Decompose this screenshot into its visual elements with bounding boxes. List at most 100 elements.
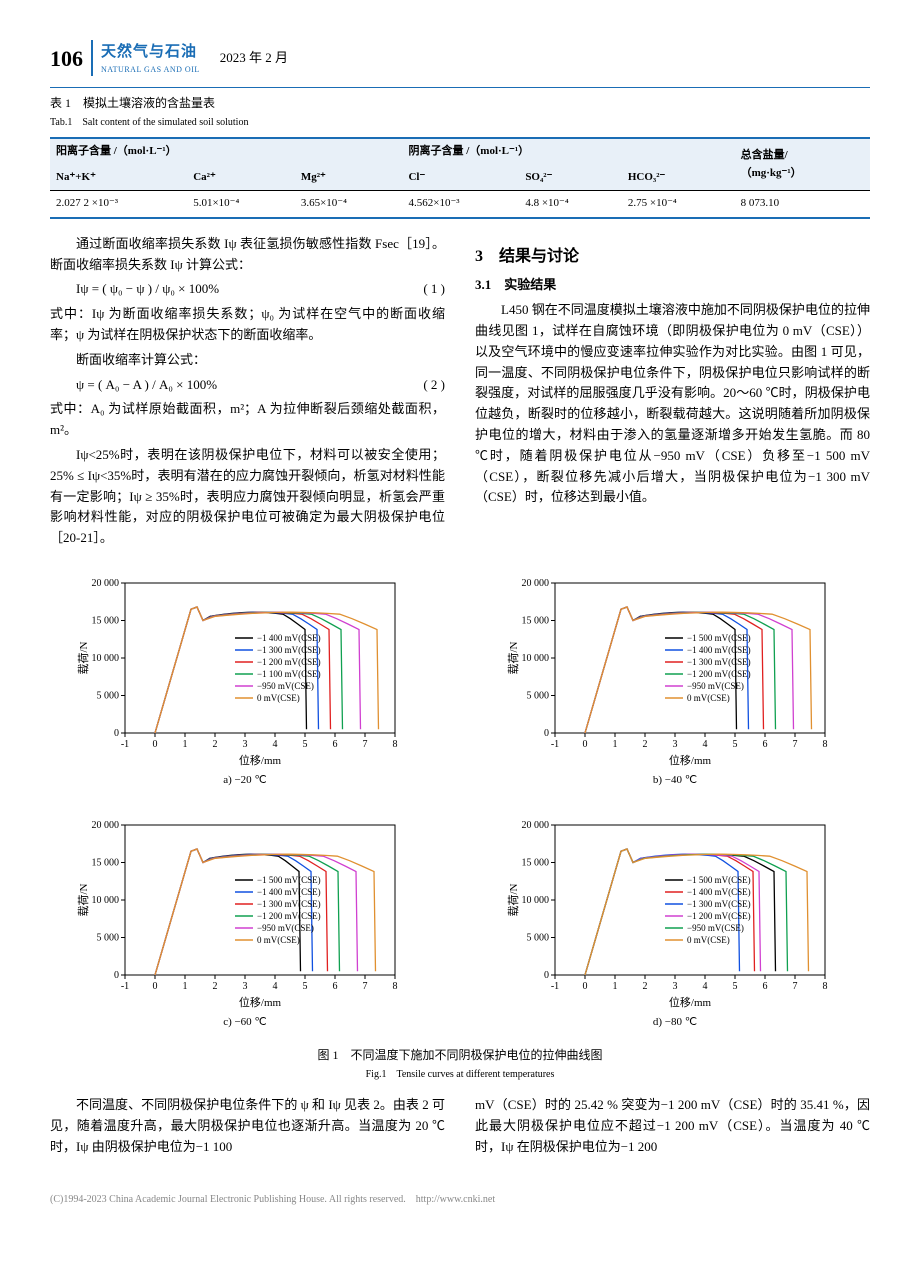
left-p3: 断面收缩率计算公式： [50, 350, 445, 371]
chart-caption-0: a) −20 ℃ [223, 772, 267, 790]
bottom-right: mV（CSE）时的 25.42 % 突变为−1 200 mV（CSE）时的 35… [475, 1095, 870, 1161]
left-column: 通过断面收缩率损失系数 Iψ 表征氢损伤敏感性指数 Fsec［19］。断面收缩率… [50, 234, 445, 553]
svg-text:7: 7 [363, 739, 368, 750]
journal-cn: 天然气与石油 [101, 40, 200, 64]
svg-text:−1 300 mV(CSE): −1 300 mV(CSE) [257, 645, 321, 655]
svg-text:−1 300 mV(CSE): −1 300 mV(CSE) [687, 899, 751, 909]
svg-text:−1 300 mV(CSE): −1 300 mV(CSE) [257, 899, 321, 909]
svg-text:8: 8 [393, 739, 398, 750]
svg-text:−1 400 mV(CSE): −1 400 mV(CSE) [687, 887, 751, 897]
svg-text:5 000: 5 000 [527, 932, 550, 943]
chart-caption-1: b) −40 ℃ [653, 772, 697, 790]
svg-text:位移/mm: 位移/mm [669, 753, 712, 767]
svg-text:0 mV(CSE): 0 mV(CSE) [687, 693, 730, 703]
table1-title-cn: 表 1 模拟土壤溶液的含盐量表 [50, 94, 870, 113]
table1: 阳离子含量 /（mol·L⁻¹） 阴离子含量 /（mol·L⁻¹） 总含盐量/ … [50, 137, 870, 219]
svg-text:1: 1 [613, 981, 618, 992]
svg-text:6: 6 [763, 739, 768, 750]
fig1-caption-cn: 图 1 不同温度下施加不同阴极保护电位的拉伸曲线图 [50, 1046, 870, 1065]
chart-caption-2: c) −60 ℃ [223, 1014, 267, 1032]
td-4: 4.8 ×10⁻⁴ [519, 191, 622, 218]
issue-date: 2023 年 2 月 [220, 48, 288, 69]
th-c4: SO₄²⁻ [519, 165, 622, 191]
svg-text:15 000: 15 000 [522, 615, 550, 626]
fig1-caption-en: Fig.1 Tensile curves at different temper… [50, 1067, 870, 1083]
svg-text:7: 7 [793, 739, 798, 750]
svg-text:0: 0 [153, 739, 158, 750]
svg-text:−1 400 mV(CSE): −1 400 mV(CSE) [257, 887, 321, 897]
td-1: 5.01×10⁻⁴ [187, 191, 295, 218]
chart-panel-0: 05 00010 00015 00020 000-1012345678位移/mm… [75, 568, 415, 768]
svg-text:8: 8 [823, 981, 828, 992]
svg-text:2: 2 [213, 739, 218, 750]
header-rule [50, 87, 870, 88]
bottom-columns: 不同温度、不同阴极保护电位条件下的 ψ 和 Iψ 见表 2。由表 2 可见，随着… [50, 1095, 870, 1161]
th-anion: 阴离子含量 /（mol·L⁻¹） [402, 138, 734, 165]
right-column: 3 结果与讨论 3.1 实验结果 L450 钢在不同温度模拟土壤溶液中施加不同阴… [475, 234, 870, 553]
svg-text:−1 100 mV(CSE): −1 100 mV(CSE) [257, 669, 321, 679]
th-total: 总含盐量/ （mg·kg⁻¹） [735, 138, 870, 191]
svg-text:15 000: 15 000 [522, 857, 550, 868]
svg-text:0: 0 [583, 981, 588, 992]
svg-text:5 000: 5 000 [97, 932, 120, 943]
th-total-l1: 总含盐量/ [741, 149, 788, 161]
svg-text:−950 mV(CSE): −950 mV(CSE) [687, 923, 744, 933]
td-5: 2.75 ×10⁻⁴ [622, 191, 735, 218]
td-0: 2.027 2 ×10⁻³ [50, 191, 187, 218]
chart-caption-3: d) −80 ℃ [653, 1014, 697, 1032]
svg-text:−950 mV(CSE): −950 mV(CSE) [257, 923, 314, 933]
td-2: 3.65×10⁻⁴ [295, 191, 403, 218]
svg-text:0: 0 [583, 739, 588, 750]
svg-text:−1 500 mV(CSE): −1 500 mV(CSE) [687, 633, 751, 643]
svg-text:载荷/N: 载荷/N [77, 641, 90, 674]
header-bar [91, 40, 93, 76]
svg-text:−950 mV(CSE): −950 mV(CSE) [257, 681, 314, 691]
footer-note: (C)1994-2023 China Academic Journal Elec… [50, 1192, 870, 1208]
td-3: 4.562×10⁻³ [402, 191, 519, 218]
bottom-left-p: 不同温度、不同阴极保护电位条件下的 ψ 和 Iψ 见表 2。由表 2 可见，随着… [50, 1095, 445, 1157]
svg-text:−1 200 mV(CSE): −1 200 mV(CSE) [687, 669, 751, 679]
svg-text:−1 500 mV(CSE): −1 500 mV(CSE) [257, 875, 321, 885]
svg-text:-1: -1 [551, 739, 559, 750]
svg-text:20 000: 20 000 [522, 820, 550, 831]
td-6: 8 073.10 [735, 191, 870, 218]
right-p1: L450 钢在不同温度模拟土壤溶液中施加不同阴极保护电位的拉伸曲线见图 1，试样… [475, 300, 870, 508]
svg-text:2: 2 [213, 981, 218, 992]
section-3-heading: 3 结果与讨论 [475, 244, 870, 270]
svg-text:15 000: 15 000 [92, 857, 120, 868]
svg-text:8: 8 [393, 981, 398, 992]
svg-text:5: 5 [733, 739, 738, 750]
svg-text:3: 3 [243, 739, 248, 750]
bottom-right-p: mV（CSE）时的 25.42 % 突变为−1 200 mV（CSE）时的 35… [475, 1095, 870, 1157]
figure-1-grid: 05 00010 00015 00020 000-1012345678位移/mm… [50, 568, 870, 1031]
page-header: 106 天然气与石油 NATURAL GAS AND OIL 2023 年 2 … [50, 40, 870, 77]
svg-text:0 mV(CSE): 0 mV(CSE) [687, 935, 730, 945]
chart-wrap-0: 05 00010 00015 00020 000-1012345678位移/mm… [50, 568, 440, 790]
svg-text:−1 500 mV(CSE): −1 500 mV(CSE) [687, 875, 751, 885]
svg-text:位移/mm: 位移/mm [239, 995, 282, 1009]
chart-wrap-1: 05 00010 00015 00020 000-1012345678位移/mm… [480, 568, 870, 790]
svg-text:0: 0 [114, 970, 119, 981]
svg-text:-1: -1 [121, 981, 129, 992]
svg-text:0 mV(CSE): 0 mV(CSE) [257, 693, 300, 703]
svg-text:-1: -1 [121, 739, 129, 750]
svg-text:3: 3 [673, 739, 678, 750]
svg-text:载荷/N: 载荷/N [507, 883, 520, 916]
chart-wrap-2: 05 00010 00015 00020 000-1012345678位移/mm… [50, 810, 440, 1032]
svg-text:−1 300 mV(CSE): −1 300 mV(CSE) [687, 657, 751, 667]
svg-text:20 000: 20 000 [522, 578, 550, 589]
svg-text:−950 mV(CSE): −950 mV(CSE) [687, 681, 744, 691]
svg-text:5 000: 5 000 [527, 690, 550, 701]
svg-text:10 000: 10 000 [92, 653, 120, 664]
left-p1: 通过断面收缩率损失系数 Iψ 表征氢损伤敏感性指数 Fsec［19］。断面收缩率… [50, 234, 445, 276]
svg-text:0: 0 [153, 981, 158, 992]
svg-text:0 mV(CSE): 0 mV(CSE) [257, 935, 300, 945]
svg-text:5 000: 5 000 [97, 690, 120, 701]
bottom-left: 不同温度、不同阴极保护电位条件下的 ψ 和 Iψ 见表 2。由表 2 可见，随着… [50, 1095, 445, 1161]
journal-block: 天然气与石油 NATURAL GAS AND OIL [101, 40, 200, 77]
left-p5: Iψ<25%时，表明在该阴极保护电位下，材料可以被安全使用；25% ≤ Iψ<3… [50, 445, 445, 549]
th-c2: Mg²⁺ [295, 165, 403, 191]
svg-text:0: 0 [544, 970, 549, 981]
svg-text:−1 200 mV(CSE): −1 200 mV(CSE) [257, 911, 321, 921]
svg-text:5: 5 [733, 981, 738, 992]
